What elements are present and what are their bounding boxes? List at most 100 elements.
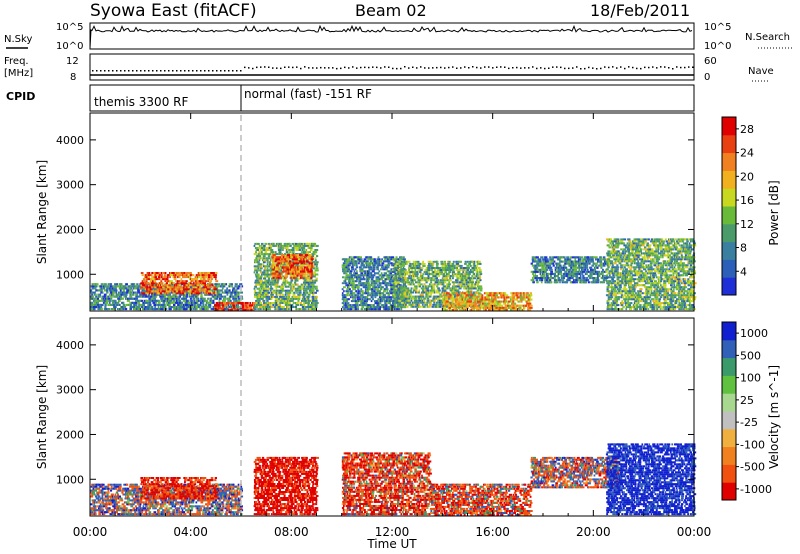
heatmap-cell <box>154 295 157 298</box>
heatmap-cell <box>264 285 267 288</box>
heatmap-cell <box>273 254 276 257</box>
heatmap-cell <box>316 289 319 292</box>
heatmap-cell <box>301 297 305 300</box>
heatmap-cell <box>148 308 152 311</box>
heatmap-cell <box>148 303 152 306</box>
heatmap-cell <box>449 279 452 282</box>
heatmap-cell <box>434 277 437 280</box>
heatmap-cell <box>410 299 413 302</box>
heatmap-cell <box>444 281 447 284</box>
heatmap-cell <box>304 258 307 261</box>
heatmap-cell <box>479 269 482 271</box>
heatmap-cell <box>116 285 120 288</box>
heatmap-cell <box>402 301 405 304</box>
heatmap-cell <box>351 258 355 261</box>
heatmap-cell <box>271 262 275 265</box>
heatmap-cell <box>211 289 214 292</box>
heatmap-cell <box>228 299 231 302</box>
heatmap-cell <box>445 298 448 301</box>
heatmap-cell <box>286 266 289 269</box>
heatmap-cell <box>161 282 164 285</box>
heatmap-cell <box>147 276 150 279</box>
heatmap-cell <box>277 302 279 304</box>
heatmap-cell <box>181 292 185 295</box>
heatmap-cell <box>253 271 256 274</box>
freq-tick-lo: 8 <box>70 72 76 83</box>
heatmap-cell <box>307 308 310 311</box>
heatmap-cell <box>301 306 305 308</box>
heatmap-cell <box>266 304 270 306</box>
heatmap-cell <box>360 302 364 305</box>
heatmap-cell <box>261 285 264 288</box>
heatmap-cell <box>269 263 272 266</box>
nave-dot <box>688 66 690 68</box>
heatmap-cell <box>193 282 195 285</box>
nave-dot <box>416 67 418 69</box>
heatmap-cell <box>478 267 481 269</box>
heatmap-cell <box>458 260 461 263</box>
heatmap-cell <box>111 285 114 288</box>
heatmap-cell <box>374 288 377 291</box>
heatmap-cell <box>191 287 194 290</box>
heatmap-cell <box>433 295 435 298</box>
heatmap-cell <box>378 274 381 277</box>
heatmap-cell <box>455 300 458 303</box>
heatmap-cell <box>212 301 215 304</box>
heatmap-cell <box>156 286 159 289</box>
heatmap-cell <box>390 280 394 283</box>
heatmap-cell <box>475 287 478 290</box>
heatmap-cell <box>259 267 263 270</box>
heatmap-cell <box>391 256 394 259</box>
heatmap-cell <box>222 291 226 294</box>
heatmap-cell <box>405 277 409 280</box>
heatmap-cell <box>284 289 288 292</box>
heatmap-cell <box>354 256 357 259</box>
heatmap-cell <box>306 281 310 284</box>
heatmap-cell <box>186 295 188 298</box>
heatmap-cell <box>428 271 430 274</box>
heatmap-cell <box>187 301 190 304</box>
heatmap-cell <box>406 279 409 282</box>
heatmap-cell <box>362 292 366 295</box>
heatmap-cell <box>160 272 163 274</box>
heatmap-cell <box>386 264 389 267</box>
heatmap-cell <box>449 271 452 274</box>
heatmap-cell <box>106 297 109 300</box>
heatmap-cell <box>426 297 430 300</box>
heatmap-cell <box>151 291 155 294</box>
heatmap-cell <box>296 283 299 286</box>
heatmap-cell <box>439 303 443 306</box>
heatmap-cell <box>175 290 179 293</box>
heatmap-cell <box>349 272 352 275</box>
heatmap-cell <box>100 291 104 294</box>
heatmap-cell <box>151 286 154 289</box>
heatmap-cell <box>255 251 257 254</box>
heatmap-cell <box>364 308 367 311</box>
heatmap-cell <box>304 266 308 269</box>
heatmap-cell <box>226 287 228 290</box>
nave-dot <box>380 67 382 69</box>
heatmap-cell <box>385 298 389 301</box>
heatmap-cell <box>447 294 450 297</box>
heatmap-cell <box>123 306 127 309</box>
heatmap-cell <box>302 295 306 298</box>
heatmap-cell <box>289 264 291 267</box>
heatmap-cell <box>294 283 297 286</box>
nave-dot <box>620 66 622 68</box>
nave-dot <box>456 67 458 69</box>
heatmap-cell <box>417 291 420 294</box>
heatmap-cell <box>465 283 468 286</box>
heatmap-cell <box>109 285 113 288</box>
heatmap-cell <box>410 305 414 308</box>
heatmap-cell <box>301 258 304 261</box>
heatmap-cell <box>368 278 371 281</box>
heatmap-cell <box>258 308 261 311</box>
heatmap-cell <box>460 283 463 286</box>
heatmap-cell <box>411 264 414 267</box>
heatmap-cell <box>354 276 358 279</box>
heatmap-cell <box>406 287 409 290</box>
heatmap-cell <box>222 308 225 311</box>
heatmap-cell <box>254 269 257 272</box>
heatmap-cell <box>308 247 312 249</box>
heatmap-cell <box>129 308 131 311</box>
